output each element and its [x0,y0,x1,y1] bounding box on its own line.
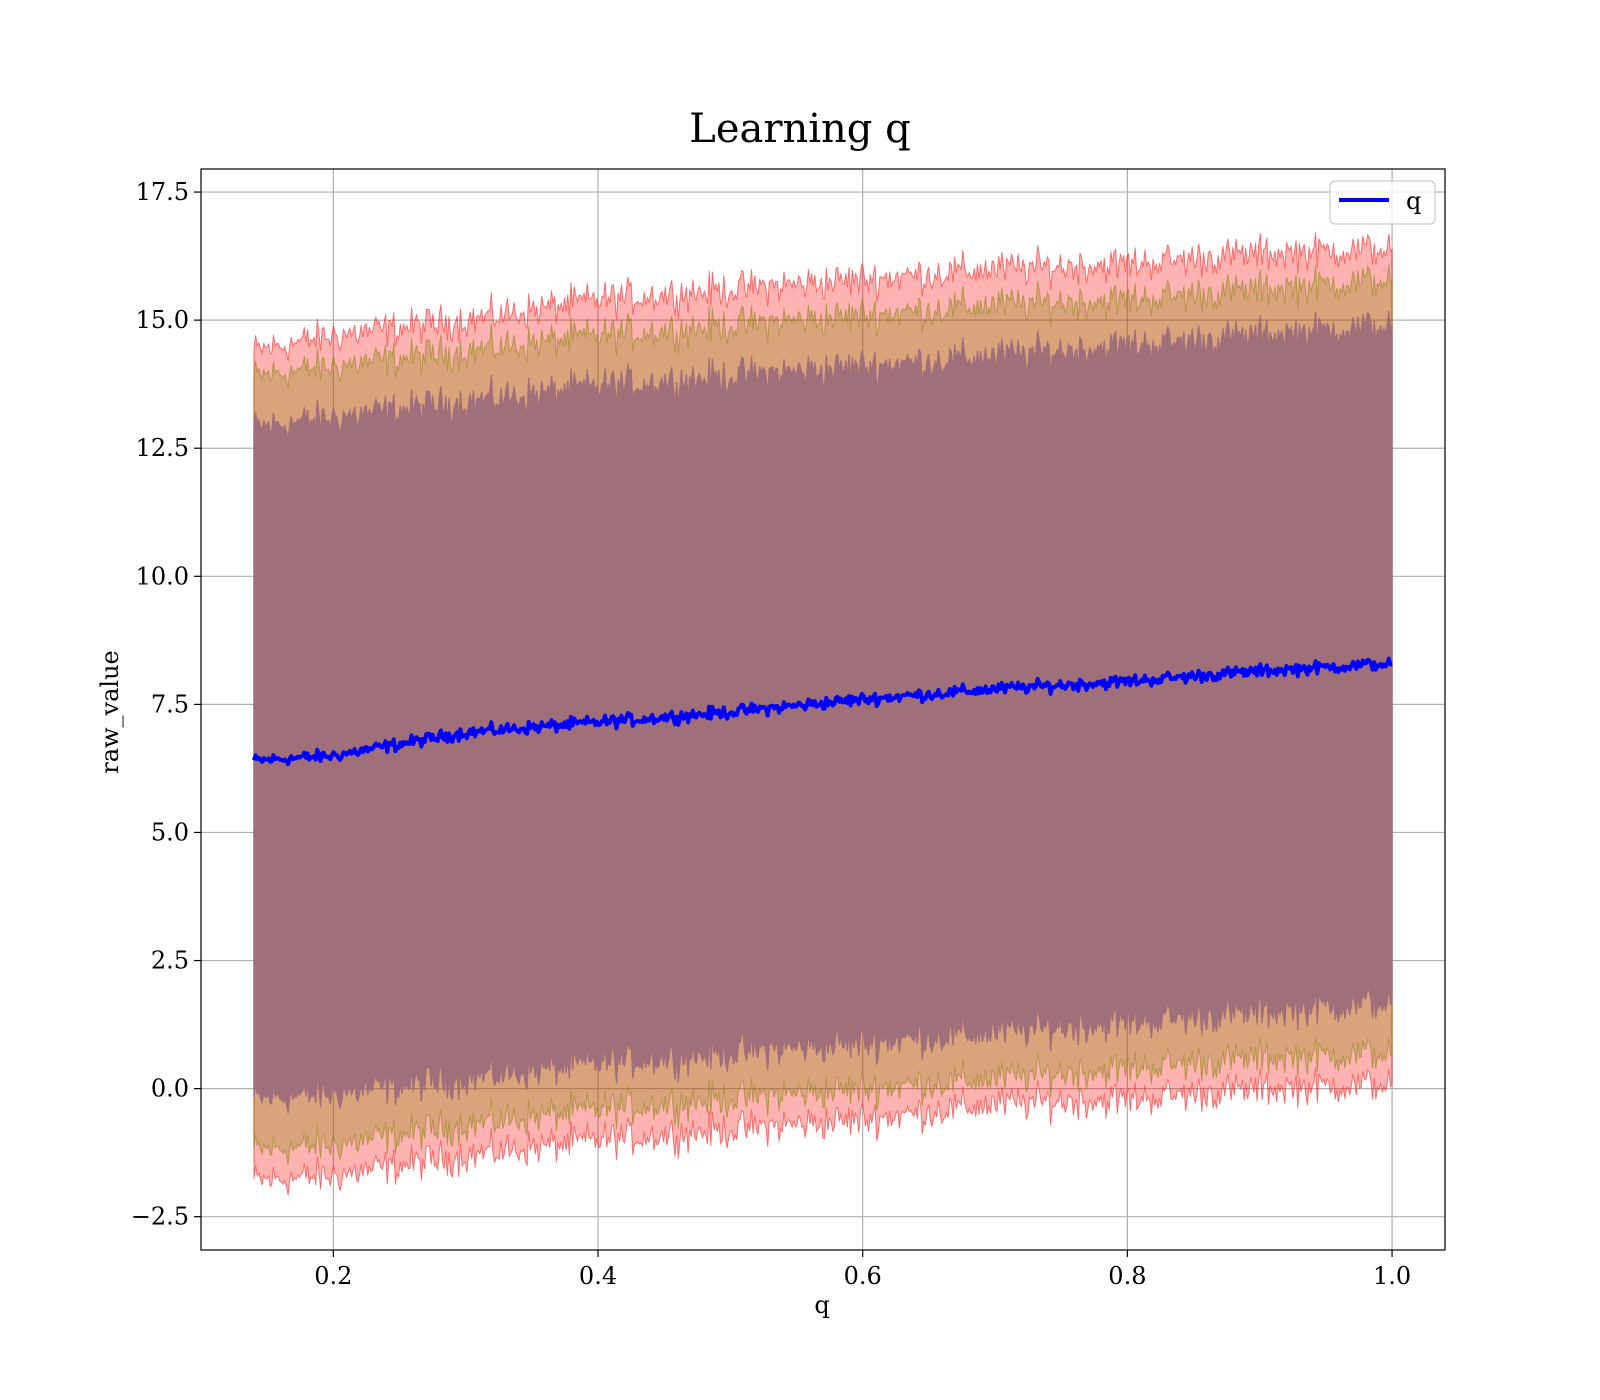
ticks: 0.2 0.4 0.6 0.8 1.0 −2.5 0.0 2.5 5.0 7.5 10.0 12.5 1… [131,178,1411,1290]
legend-box [1329,180,1436,225]
mean-line-group [252,656,1393,767]
y-tick-label-3: 5.0 [151,818,189,846]
x-tick-label-3: 0.8 [1108,1262,1146,1290]
x-tick-label-2: 0.6 [844,1262,882,1290]
x-axis-label: q [814,1291,829,1319]
band-3 [253,310,1393,1114]
x-tick-label-1: 0.4 [579,1262,617,1290]
y-tick-label-5: 10.0 [136,562,189,590]
y-tick-label-7: 15.0 [136,306,189,334]
y-tick-label-0: −2.5 [131,1203,189,1231]
y-tick-label-4: 7.5 [151,690,189,718]
bands [253,231,1393,1196]
axes-frame [200,168,1446,1251]
y-tick-label-1: 0.0 [151,1075,189,1103]
y-tick-label-8: 17.5 [136,178,189,206]
chart-title: Learning q [689,106,910,152]
mean-line-q [252,656,1393,767]
x-tick-label-0: 0.2 [314,1262,352,1290]
y-tick-label-2: 2.5 [151,947,189,975]
legend: q [1329,180,1436,225]
legend-label-q: q [1406,187,1421,215]
x-tick-label-4: 1.0 [1373,1262,1411,1290]
y-tick-label-6: 12.5 [136,434,189,462]
axes [200,168,1446,1251]
y-axis-label: raw_value [96,650,124,774]
